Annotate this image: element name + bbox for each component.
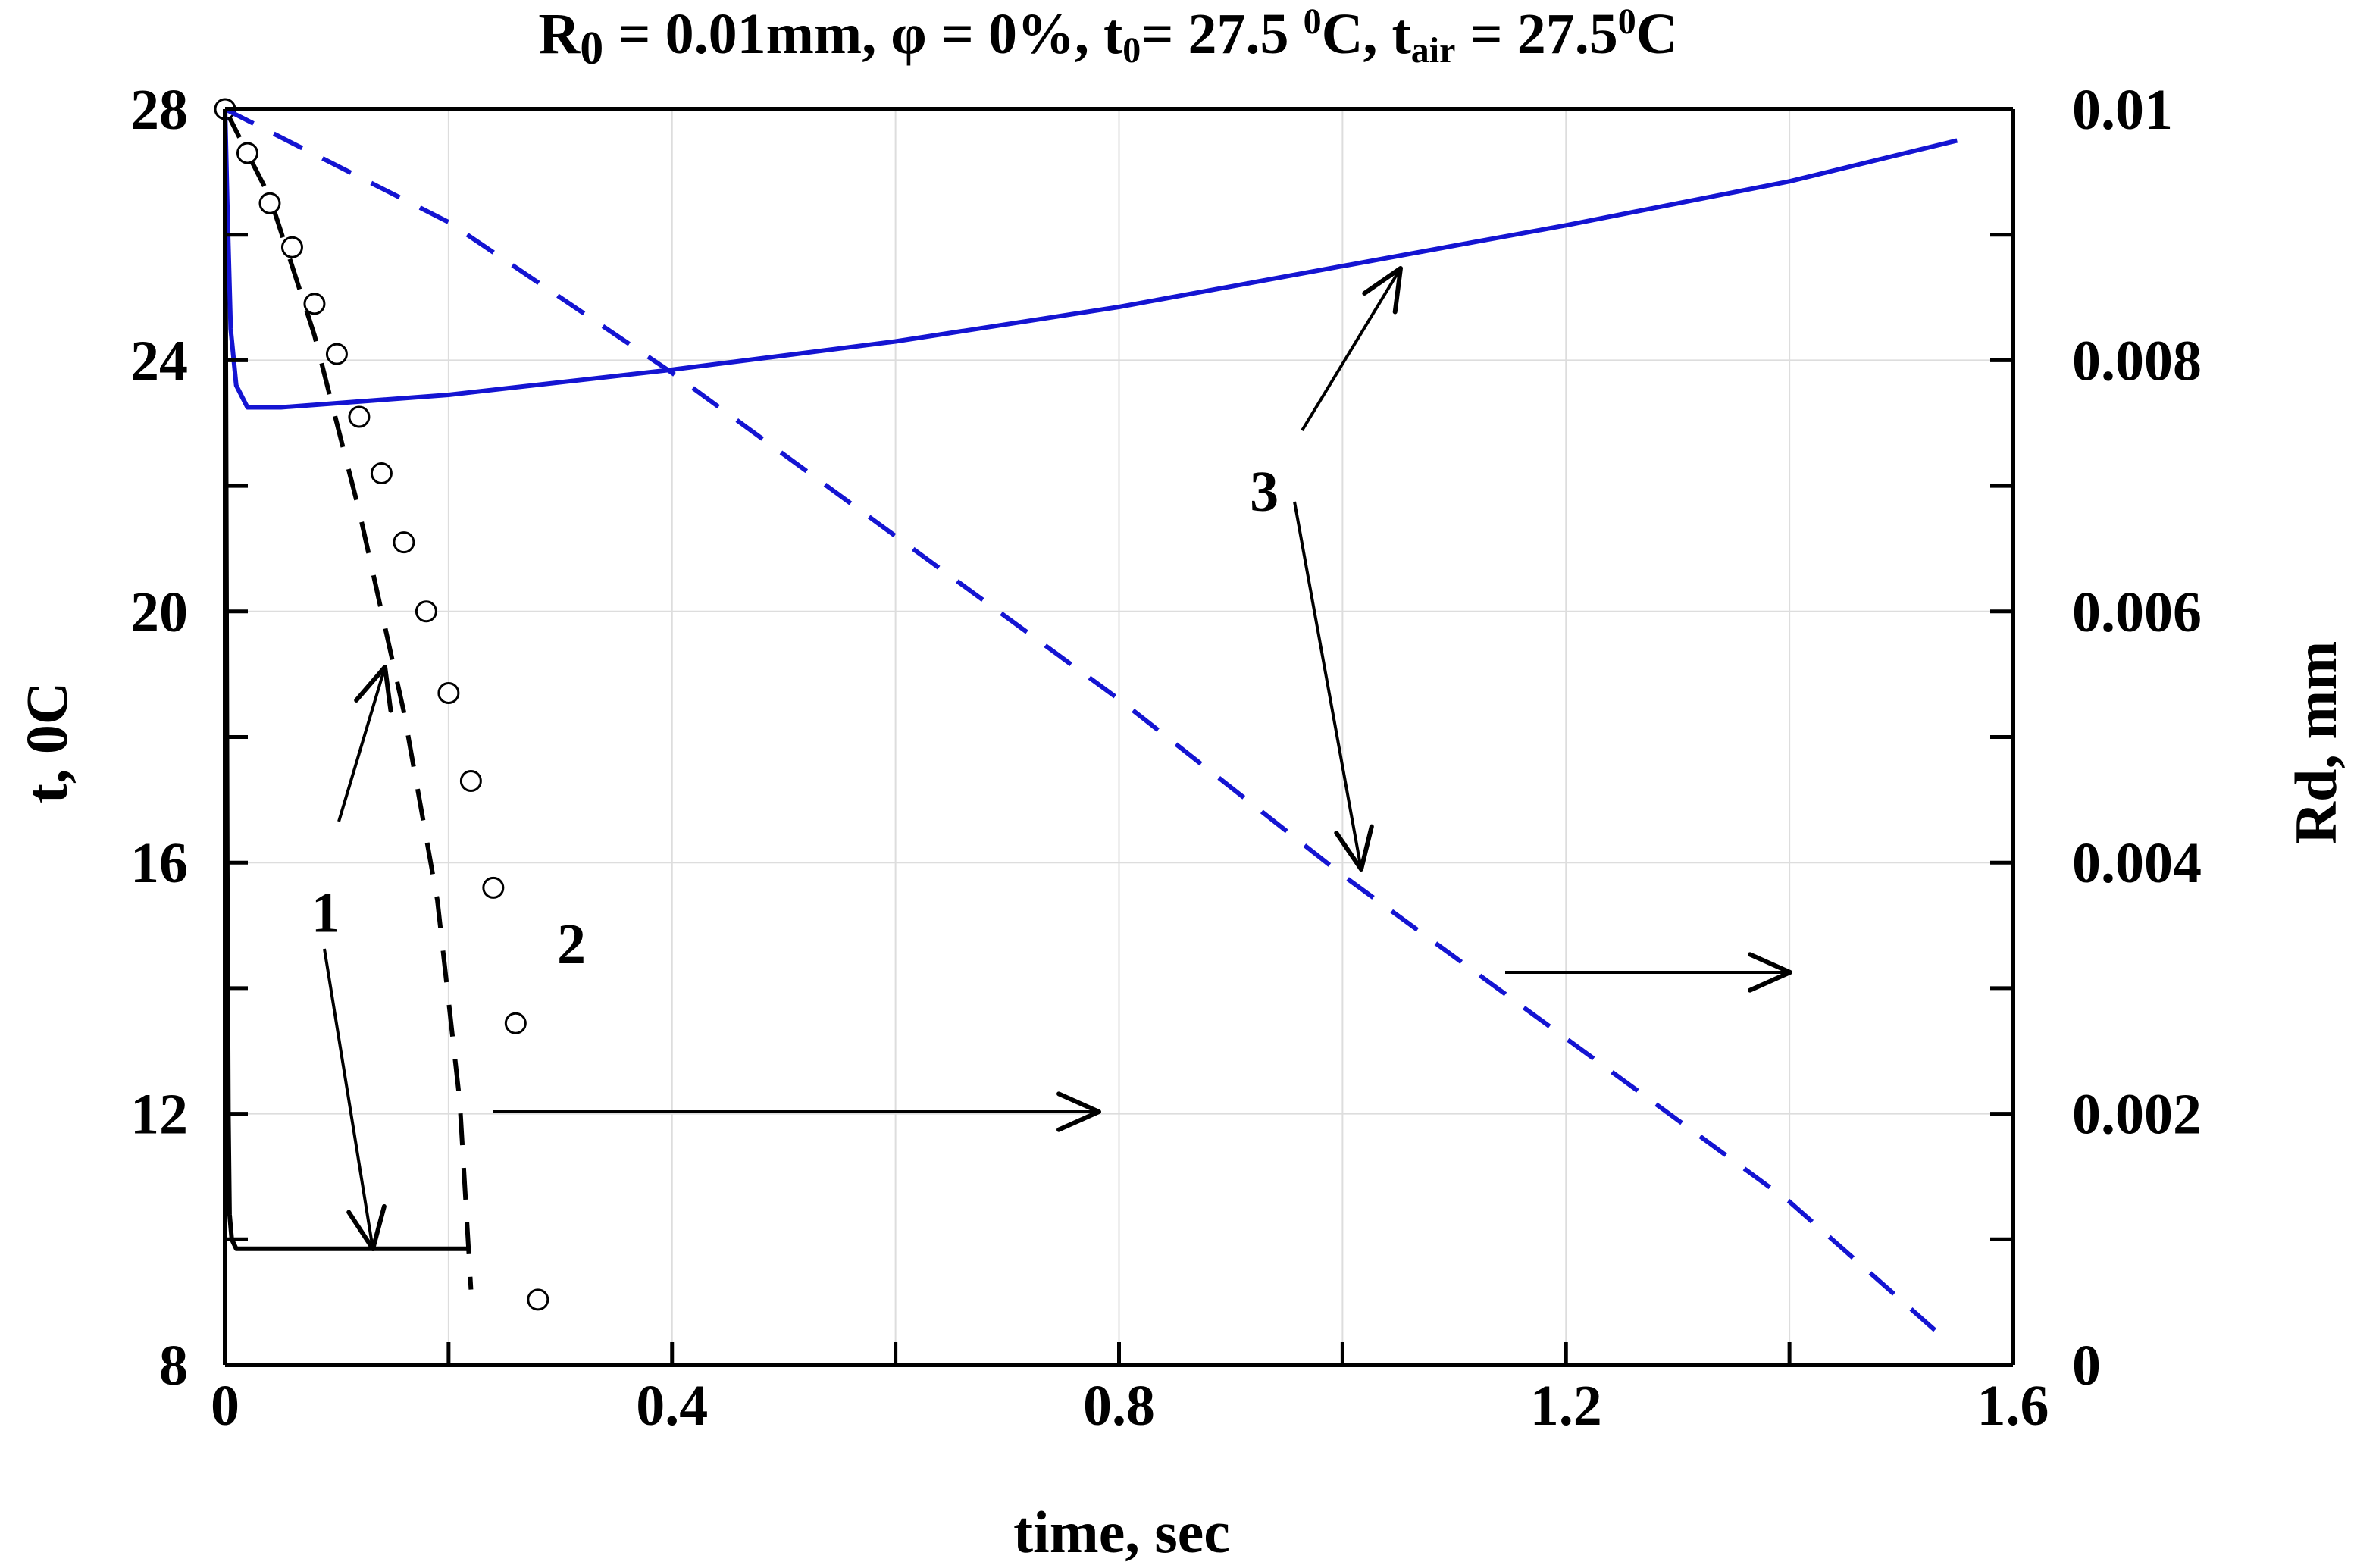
arrow-label-1-lower [323,948,374,1250]
arrow-label-3-lower [1293,501,1363,870]
series-2-radius-point [348,405,371,428]
series-1-radius-line [223,108,474,1290]
title-part: C [1636,2,1678,66]
series-2-radius-point [280,236,303,258]
arrow-label-1-upper-head [354,665,393,713]
arrow-label-1-upper [337,666,387,822]
arrow-right-axis-1-head [1056,1091,1101,1132]
y-left-tick-label: 16 [130,831,188,895]
y-right-tick-label: 0.008 [2072,329,2202,393]
y-left-tick-label: 20 [130,581,188,644]
title-part: = 0.01mm, φ = 0%, t [603,2,1122,66]
series-3-radius-line [224,107,1948,1342]
y-left-axis-title: t, 0C [14,682,80,803]
x-tick-label: 0.4 [636,1374,708,1438]
y-left-tick-label: 28 [130,78,188,142]
series-2-radius-point [370,462,393,485]
y-right-tick-label: 0.004 [2072,831,2202,895]
series-2-radius-point [325,343,348,365]
arrow-label-3-lower-head [1334,824,1374,872]
series-3-temperature-line [223,108,1958,410]
x-axis-title: time, sec [1013,1499,1230,1565]
series-2-radius-point [504,1012,527,1034]
title-part: air [1411,30,1456,70]
x-tick-label: 0 [211,1374,239,1438]
y-right-tick-label: 0 [2072,1334,2101,1397]
title-part: = 27.5 [1455,2,1617,66]
chart-title: R0 = 0.01mm, φ = 0%, t0= 27.5 0C, tair =… [538,2,1677,74]
series-layer [214,98,1958,1342]
y-right-tick-label: 0.002 [2072,1083,2202,1147]
series-2-radius-point [236,142,258,164]
series-2-radius-point [258,192,281,214]
grid [225,109,2013,1365]
series-2-radius-point [415,600,437,623]
series-1-temperature-line [223,108,471,1251]
x-tick-label: 1.2 [1530,1374,1602,1438]
y-left-tick-label: 12 [130,1083,188,1147]
axes [223,107,2015,1367]
tick-labels: 0 0.4 0.8 1.2 1.68121620242800.0020.0040.006… [130,78,2202,1438]
title-part: R [538,2,581,66]
arrow-right-axis-2-head [1748,952,1792,993]
x-tick-label: 0.8 [1083,1374,1155,1438]
y-right-axis-title: Rd, mm [2283,641,2349,845]
title-part: C, t [1322,2,1411,66]
y-right-tick-label: 0.006 [2072,581,2202,644]
arrow-label-1-lower-head [346,1203,387,1251]
y-left-tick-label: 8 [159,1334,188,1397]
y-right-tick-label: 0.01 [2072,78,2173,142]
title-part: 0 [580,23,603,74]
x-tick-label: 1.6 [1977,1374,2049,1438]
series-2-radius-point [303,293,326,315]
annotation-arrows [323,266,1792,1251]
arrow-label-3-upper-head [1362,266,1403,315]
series-2-radius-point [527,1288,549,1311]
curve-label-3: 3 [1250,460,1279,524]
y-left-tick-label: 24 [130,329,188,393]
series-2-radius-point [482,876,505,899]
curve-label-2: 2 [557,912,586,976]
series-2-radius-point [437,682,460,705]
title-part: 0 [1122,30,1141,70]
series-2-radius-point [393,531,415,554]
title-part: 0 [1618,2,1636,42]
curve-label-1: 1 [311,881,340,944]
arrow-label-3-upper [1301,267,1402,432]
title-part: 0 [1304,2,1322,42]
curve-labels: 1 2 3 [311,460,1279,976]
series-2-radius-point [459,769,482,792]
title-part: = 27.5 [1141,2,1303,66]
